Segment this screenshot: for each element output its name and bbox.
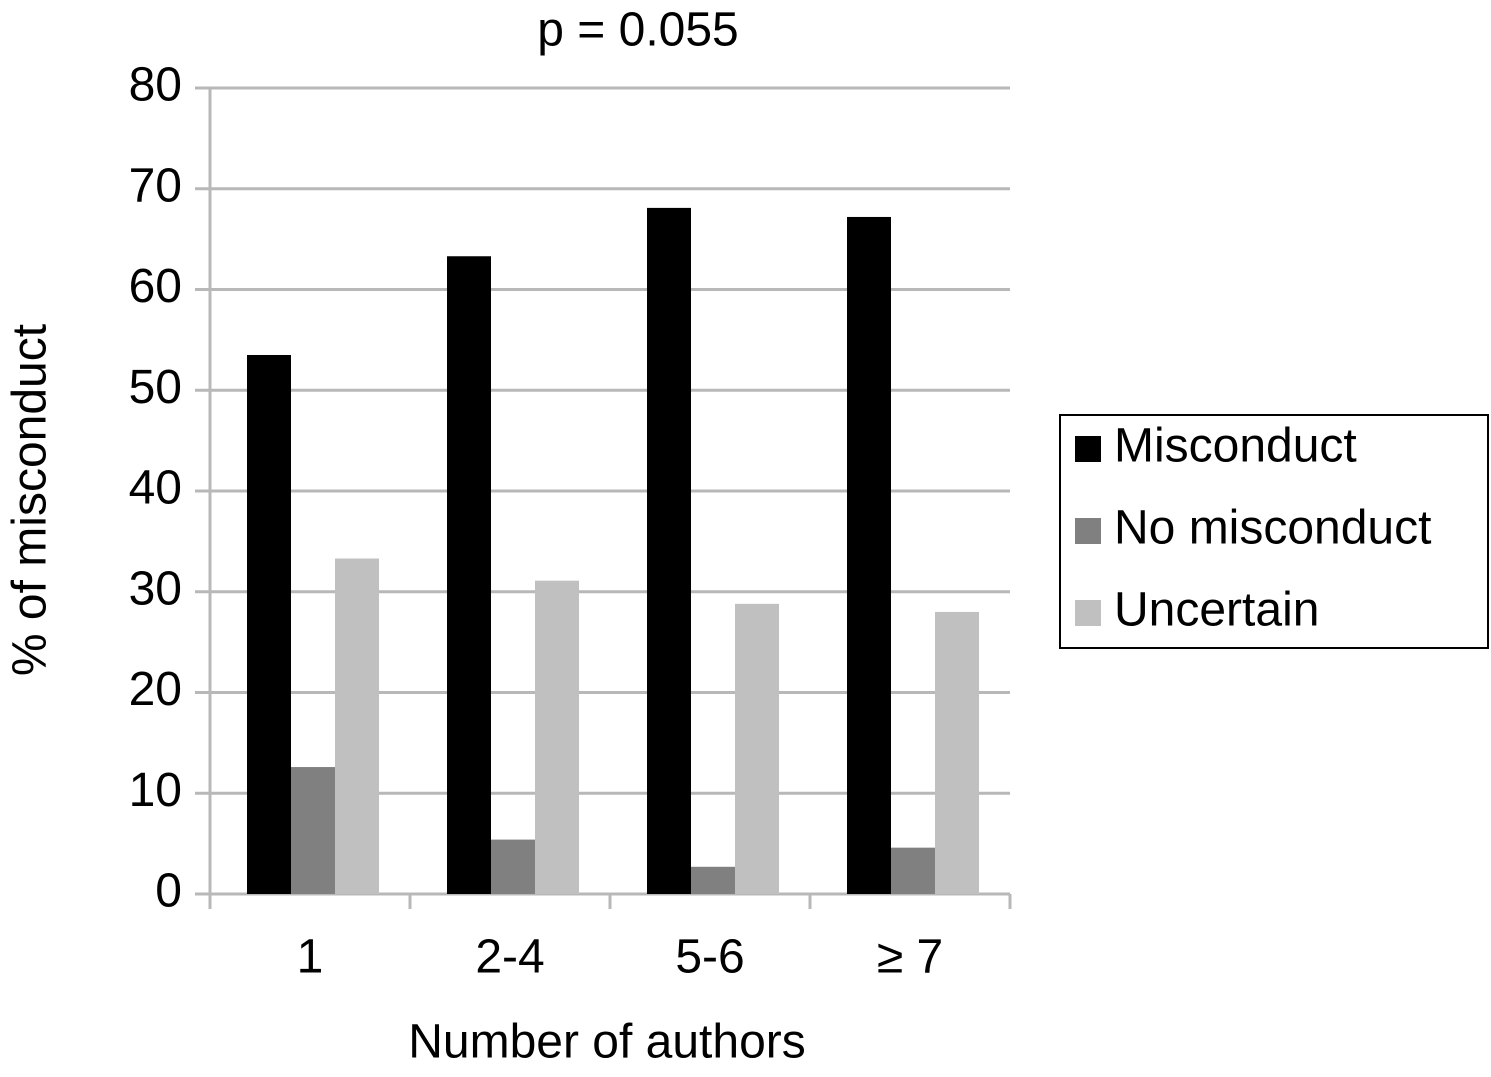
bar [735, 603, 779, 894]
bar [891, 847, 935, 894]
legend-label: Misconduct [1114, 420, 1357, 473]
x-axis-label: Number of authors [408, 1016, 806, 1069]
y-tick-label: 70 [129, 159, 182, 212]
legend-box [1059, 414, 1489, 649]
y-tick-label: 10 [129, 764, 182, 817]
y-tick-label: 20 [129, 663, 182, 716]
legend-label: No misconduct [1114, 502, 1431, 555]
x-tick-label: 2-4 [475, 931, 544, 984]
bar [647, 207, 691, 894]
bar [847, 216, 891, 894]
legend-swatch [1075, 600, 1101, 626]
bar [491, 839, 535, 894]
y-tick-label: 30 [129, 562, 182, 615]
y-tick-label: 80 [129, 59, 182, 112]
bar [335, 558, 379, 894]
legend-swatch [1075, 436, 1101, 462]
x-tick-label: 1 [297, 931, 324, 984]
y-axis-label: % of misconduct [4, 324, 57, 676]
legend-swatch [1075, 518, 1101, 544]
x-tick-label: 5-6 [675, 931, 744, 984]
x-tick-label: ≥ 7 [877, 931, 943, 984]
bar [447, 256, 491, 894]
bar [535, 580, 579, 894]
y-tick-label: 50 [129, 361, 182, 414]
bar [291, 767, 335, 894]
bar [691, 866, 735, 894]
bar [247, 354, 291, 894]
y-tick-label: 60 [129, 260, 182, 313]
chart-title: p = 0.055 [537, 4, 739, 57]
y-tick-label: 0 [155, 865, 182, 918]
legend-label: Uncertain [1114, 584, 1319, 637]
y-tick-label: 40 [129, 462, 182, 515]
bar [935, 611, 979, 894]
